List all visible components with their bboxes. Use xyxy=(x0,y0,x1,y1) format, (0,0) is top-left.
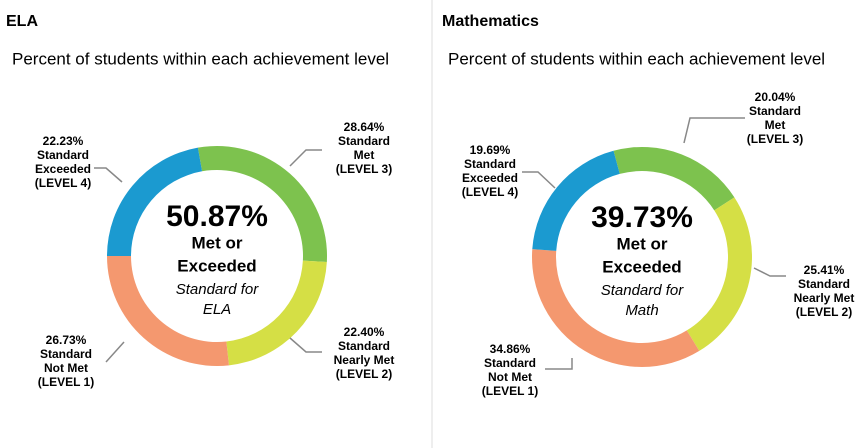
category-label: Exceeded xyxy=(462,171,518,185)
donut-segment xyxy=(686,197,752,351)
value-label: 34.86% xyxy=(490,342,531,356)
chart-title: Mathematics xyxy=(442,13,539,30)
category-label: Met xyxy=(354,148,375,162)
category-label: (LEVEL 3) xyxy=(747,132,803,146)
donut-segment xyxy=(107,147,203,257)
category-label: Standard xyxy=(338,134,390,148)
category-label: (LEVEL 1) xyxy=(38,375,94,389)
category-label: Standard xyxy=(798,277,850,291)
category-label: (LEVEL 4) xyxy=(462,185,518,199)
category-label: Nearly Met xyxy=(334,353,395,367)
center-text: Exceeded xyxy=(602,257,681,276)
value-label: 25.41% xyxy=(804,263,845,277)
value-label: 28.64% xyxy=(344,120,385,134)
category-label: (LEVEL 2) xyxy=(796,305,852,319)
value-label: 22.23% xyxy=(43,134,84,148)
category-label: Standard xyxy=(37,148,89,162)
center-text: Exceeded xyxy=(177,256,256,275)
leader-line xyxy=(105,341,125,363)
category-label: Not Met xyxy=(44,361,88,375)
category-label: Standard xyxy=(749,104,801,118)
category-label: (LEVEL 3) xyxy=(336,162,392,176)
donut-segment xyxy=(532,150,620,251)
category-label: Standard xyxy=(464,157,516,171)
value-label: 22.40% xyxy=(344,325,385,339)
category-label: (LEVEL 2) xyxy=(336,367,392,381)
leader-line xyxy=(545,358,573,370)
donut-segment xyxy=(226,260,327,366)
leader-line xyxy=(683,117,745,144)
category-label: (LEVEL 1) xyxy=(482,384,538,398)
leader-line xyxy=(753,267,786,277)
chart-subtitle: Percent of students within each achievem… xyxy=(448,49,825,68)
chart-subtitle: Percent of students within each achievem… xyxy=(12,49,389,68)
center-value: 50.87% xyxy=(166,200,268,233)
leader-line xyxy=(289,337,322,353)
center-value: 39.73% xyxy=(591,201,693,234)
leader-line xyxy=(94,167,123,183)
category-label: Not Met xyxy=(488,370,532,384)
chart-title: ELA xyxy=(6,13,38,30)
center-note: ELA xyxy=(203,301,231,318)
donut-segment xyxy=(197,145,328,262)
donut-segment xyxy=(613,146,735,211)
value-label: 20.04% xyxy=(755,90,796,104)
category-label: Nearly Met xyxy=(794,291,855,305)
category-label: Standard xyxy=(40,347,92,361)
center-text: Met or xyxy=(617,234,668,253)
category-label: Standard xyxy=(338,339,390,353)
value-label: 26.73% xyxy=(46,333,87,347)
center-text: Met or xyxy=(192,233,243,252)
donut-segment xyxy=(107,256,229,366)
value-label: 19.69% xyxy=(470,143,511,157)
donut-segment xyxy=(531,249,700,367)
category-label: Standard xyxy=(484,356,536,370)
category-label: Met xyxy=(765,118,786,132)
category-label: Exceeded xyxy=(35,162,91,176)
category-label: (LEVEL 4) xyxy=(35,176,91,190)
center-note: Standard for xyxy=(601,282,685,299)
center-note: Math xyxy=(625,302,658,319)
leader-line xyxy=(289,149,322,167)
center-note: Standard for xyxy=(176,281,260,298)
leader-line xyxy=(522,171,556,189)
